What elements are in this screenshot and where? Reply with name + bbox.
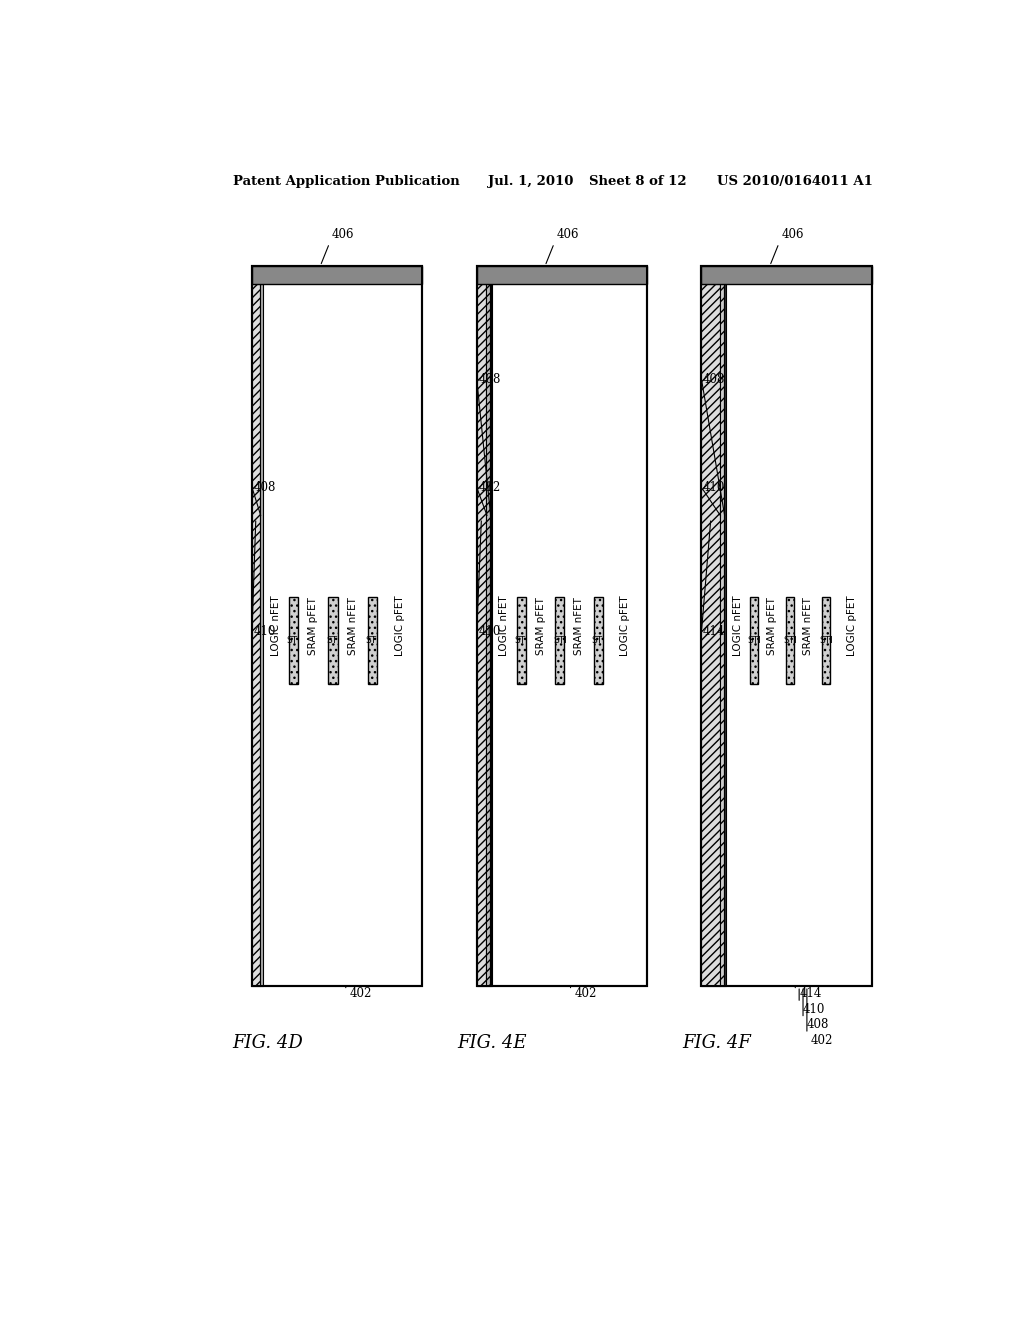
Bar xyxy=(555,598,564,684)
Text: STI: STI xyxy=(514,636,528,645)
Bar xyxy=(822,598,830,684)
Text: Sheet 8 of 12: Sheet 8 of 12 xyxy=(589,176,687,187)
Bar xyxy=(252,284,260,986)
Text: 414: 414 xyxy=(703,624,725,638)
Text: STI: STI xyxy=(553,636,566,645)
Text: STI: STI xyxy=(592,636,605,645)
Text: SRAM nFET: SRAM nFET xyxy=(574,597,584,655)
Bar xyxy=(252,267,423,986)
Bar xyxy=(477,284,486,986)
Bar xyxy=(701,267,872,986)
Bar xyxy=(489,284,492,986)
Text: 406: 406 xyxy=(557,228,580,240)
Text: FIG. 4D: FIG. 4D xyxy=(232,1034,303,1052)
Text: STI: STI xyxy=(783,636,797,645)
Text: 408: 408 xyxy=(254,480,275,494)
Bar xyxy=(785,598,795,684)
Bar xyxy=(252,267,423,986)
Text: STI: STI xyxy=(746,636,761,645)
Text: 406: 406 xyxy=(332,228,354,240)
Text: 410: 410 xyxy=(254,624,275,638)
Text: 414: 414 xyxy=(799,987,821,1001)
Text: 412: 412 xyxy=(478,480,501,494)
Text: LOGIC pFET: LOGIC pFET xyxy=(847,595,856,656)
Bar xyxy=(477,267,647,284)
Bar xyxy=(517,598,525,684)
Bar xyxy=(720,284,724,986)
Text: SRAM nFET: SRAM nFET xyxy=(348,597,357,655)
Text: SRAM pFET: SRAM pFET xyxy=(536,597,546,655)
Bar xyxy=(260,284,263,986)
Text: SRAM nFET: SRAM nFET xyxy=(803,597,813,655)
Text: 406: 406 xyxy=(781,228,804,240)
Text: Jul. 1, 2010: Jul. 1, 2010 xyxy=(488,176,573,187)
Text: 408: 408 xyxy=(807,1018,829,1031)
Bar xyxy=(701,267,872,986)
Text: LOGIC pFET: LOGIC pFET xyxy=(621,595,631,656)
Bar xyxy=(289,598,298,684)
Text: 410: 410 xyxy=(803,1003,825,1016)
Bar xyxy=(486,284,489,986)
Bar xyxy=(750,598,758,684)
Text: STI: STI xyxy=(287,636,300,645)
Bar xyxy=(724,284,726,986)
Text: STI: STI xyxy=(819,636,833,645)
Bar xyxy=(368,598,377,684)
Text: US 2010/0164011 A1: US 2010/0164011 A1 xyxy=(717,176,872,187)
Text: LOGIC nFET: LOGIC nFET xyxy=(732,595,742,656)
Text: STI: STI xyxy=(326,636,340,645)
Bar xyxy=(594,598,603,684)
Bar xyxy=(477,267,647,986)
Text: 402: 402 xyxy=(349,987,372,1001)
Text: STI: STI xyxy=(366,636,379,645)
Bar xyxy=(701,267,872,284)
Text: 402: 402 xyxy=(811,1034,834,1047)
Text: 410: 410 xyxy=(478,624,501,638)
Text: Patent Application Publication: Patent Application Publication xyxy=(232,176,460,187)
Text: 410: 410 xyxy=(703,480,725,494)
Bar xyxy=(252,267,423,284)
Text: 408: 408 xyxy=(478,372,501,385)
Text: SRAM pFET: SRAM pFET xyxy=(308,597,318,655)
Text: 402: 402 xyxy=(574,987,597,1001)
Text: SRAM pFET: SRAM pFET xyxy=(767,597,777,655)
Bar xyxy=(477,267,647,986)
Text: LOGIC nFET: LOGIC nFET xyxy=(499,595,509,656)
Text: FIG. 4E: FIG. 4E xyxy=(458,1034,527,1052)
Text: 408: 408 xyxy=(703,372,725,385)
Text: LOGIC pFET: LOGIC pFET xyxy=(395,595,406,656)
Bar xyxy=(329,598,338,684)
Bar xyxy=(701,284,720,986)
Text: FIG. 4F: FIG. 4F xyxy=(682,1034,751,1052)
Text: LOGIC nFET: LOGIC nFET xyxy=(270,595,281,656)
